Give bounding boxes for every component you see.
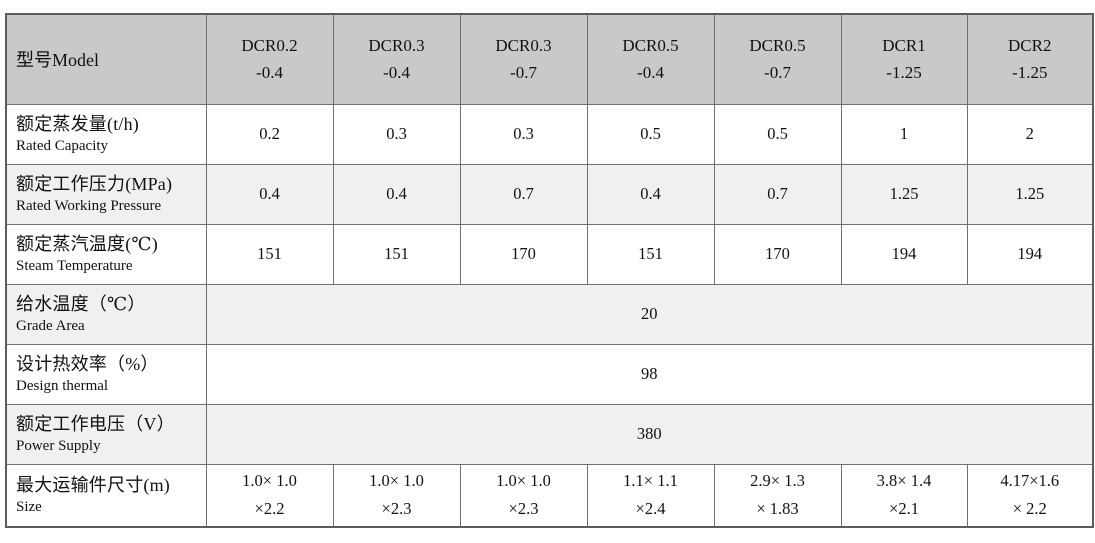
row-label-zh: 设计热效率（%） (16, 353, 159, 374)
spec-value-cell: 0.3 (459, 103, 588, 165)
spec-row: 额定蒸发量(t/h) Rated Capacity 0.2 0.3 0.3 0.5 0.5 1… (5, 103, 1094, 165)
spec-value-cell: 1.25 (966, 163, 1094, 225)
spec-value-cell: 0.4 (205, 163, 334, 225)
model-header-corner-label: 型号Model (5, 13, 207, 105)
spec-row: 额定工作电压（V） Power Supply 380 (5, 403, 1094, 465)
row-label-en: Size (16, 499, 42, 516)
spec-value-cell: 1.25 (840, 163, 968, 225)
spec-value-cell: 170 (713, 223, 842, 285)
model-pressure-suffix: -0.4 (637, 63, 664, 83)
model-name: DCR0.2 (241, 36, 298, 56)
row-label: 设计热效率（%） Design thermal (5, 343, 207, 405)
spec-value-cell: 194 (840, 223, 968, 285)
row-label-zh: 额定蒸发量(t/h) (16, 113, 139, 134)
spec-value-cell: 151 (205, 223, 334, 285)
spec-value-cell: 151 (332, 223, 461, 285)
spec-table-body: 额定蒸发量(t/h) Rated Capacity 0.2 0.3 0.3 0.5 0.5 1… (5, 103, 1094, 528)
spec-value-cell: 151 (586, 223, 715, 285)
row-label: 最大运输件尺寸(m) Size (5, 463, 207, 528)
model-pressure-suffix: -1.25 (886, 63, 922, 83)
row-label: 额定工作压力(MPa) Rated Working Pressure (5, 163, 207, 225)
row-label-en: Rated Working Pressure (16, 198, 162, 215)
row-label-en: Grade Area (16, 318, 85, 335)
spec-value-cell: 0.7 (459, 163, 588, 225)
spec-value-cell: 2.9× 1.3 × 1.83 (713, 463, 842, 528)
spec-value-cell: 0.3 (332, 103, 461, 165)
spec-value-cell: 0.7 (713, 163, 842, 225)
boiler-spec-table: 型号Model DCR0.2 -0.4 DCR0.3 -0.4 DCR0.3 -0.7 DC… (5, 13, 1094, 529)
spec-value-cell: 0.4 (586, 163, 715, 225)
spec-value-cell: 0.4 (332, 163, 461, 225)
model-pressure-suffix: -0.7 (510, 63, 537, 83)
model-pressure-suffix: -0.4 (256, 63, 283, 83)
spec-value-cell: 0.5 (713, 103, 842, 165)
spec-value-cell: 170 (459, 223, 588, 285)
row-label-zh: 额定蒸汽温度(℃) (16, 233, 158, 254)
model-pressure-suffix: -0.7 (764, 63, 791, 83)
spec-value-merged: 380 (205, 403, 1094, 465)
spec-row: 给水温度（℃） Grade Area 20 (5, 283, 1094, 345)
model-pressure-suffix: -1.25 (1012, 63, 1048, 83)
row-label-en: Rated Capacity (16, 138, 109, 155)
model-column-header: DCR0.3 -0.4 (332, 13, 461, 105)
model-column-header: DCR0.5 -0.4 (586, 13, 715, 105)
row-label-en: Power Supply (16, 438, 101, 455)
model-name: DCR1 (882, 36, 926, 56)
model-column-header: DCR0.3 -0.7 (459, 13, 588, 105)
row-label: 额定蒸汽温度(℃) Steam Temperature (5, 223, 207, 285)
spec-value-cell: 1.0× 1.0 ×2.3 (332, 463, 461, 528)
spec-row: 最大运输件尺寸(m) Size 1.0× 1.0 ×2.2 1.0× 1.0 ×2.3… (5, 463, 1094, 528)
row-label-zh: 给水温度（℃） (16, 293, 146, 314)
spec-value-merged: 20 (205, 283, 1094, 345)
spec-value-cell: 1.0× 1.0 ×2.3 (459, 463, 588, 528)
model-column-header: DCR2 -1.25 (966, 13, 1094, 105)
spec-row: 设计热效率（%） Design thermal 98 (5, 343, 1094, 405)
model-name: DCR0.3 (368, 36, 425, 56)
model-name: DCR0.5 (749, 36, 806, 56)
row-label-zh: 最大运输件尺寸(m) (16, 475, 170, 496)
spec-value-merged: 98 (205, 343, 1094, 405)
row-label-en: Steam Temperature (16, 258, 133, 275)
model-name: DCR2 (1008, 36, 1052, 56)
spec-value-cell: 1 (840, 103, 968, 165)
row-label: 额定蒸发量(t/h) Rated Capacity (5, 103, 207, 165)
spec-value-cell: 194 (966, 223, 1094, 285)
model-column-header: DCR0.2 -0.4 (205, 13, 334, 105)
spec-value-cell: 1.1× 1.1 ×2.4 (586, 463, 715, 528)
spec-value-cell: 4.17×1.6 × 2.2 (966, 463, 1094, 528)
spec-value-cell: 0.2 (205, 103, 334, 165)
row-label-zh: 额定工作电压（V） (16, 413, 175, 434)
spec-value-cell: 3.8× 1.4 ×2.1 (840, 463, 968, 528)
model-pressure-suffix: -0.4 (383, 63, 410, 83)
row-label-zh: 额定工作压力(MPa) (16, 173, 173, 194)
model-name: DCR0.5 (622, 36, 679, 56)
spec-row: 额定工作压力(MPa) Rated Working Pressure 0.4 0.4 0… (5, 163, 1094, 225)
model-name: DCR0.3 (495, 36, 552, 56)
spec-row: 额定蒸汽温度(℃) Steam Temperature 151 151 170 151 17… (5, 223, 1094, 285)
row-label: 给水温度（℃） Grade Area (5, 283, 207, 345)
model-column-header: DCR1 -1.25 (840, 13, 968, 105)
spec-value-cell: 1.0× 1.0 ×2.2 (205, 463, 334, 528)
spec-value-cell: 0.5 (586, 103, 715, 165)
model-column-header: DCR0.5 -0.7 (713, 13, 842, 105)
model-header-row: 型号Model DCR0.2 -0.4 DCR0.3 -0.4 DCR0.3 -0.7 DC… (5, 13, 1094, 105)
row-label-en: Design thermal (16, 378, 109, 395)
row-label: 额定工作电压（V） Power Supply (5, 403, 207, 465)
spec-value-cell: 2 (966, 103, 1094, 165)
